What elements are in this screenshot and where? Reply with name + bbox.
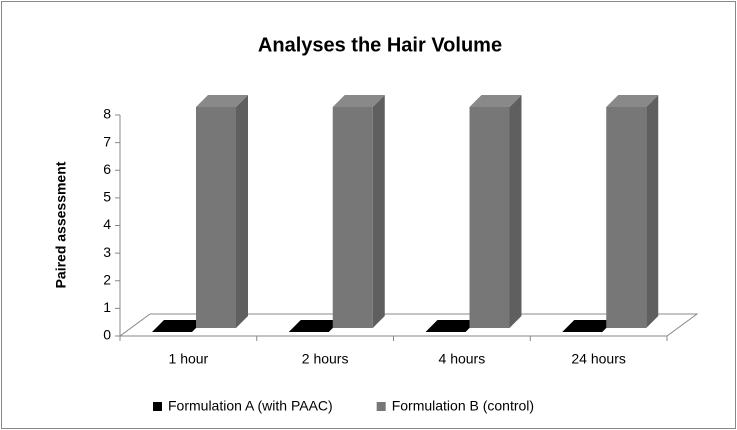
y-tick-label: 2 <box>103 271 111 287</box>
legend-swatch <box>376 402 386 411</box>
legend-label: Formulation B (control) <box>392 398 534 414</box>
legend-swatch <box>153 402 162 411</box>
legend-label: Formulation A (with PAAC) <box>168 398 333 414</box>
bar-top <box>152 320 204 332</box>
bar-side <box>509 95 522 328</box>
bar <box>469 107 510 328</box>
bar <box>332 107 373 328</box>
bar-top <box>425 320 478 332</box>
x-tick-label: 1 hour <box>169 351 209 367</box>
bar-top <box>332 95 385 107</box>
y-tick-label: 3 <box>103 244 111 260</box>
x-tick-label: 2 hours <box>302 351 349 367</box>
bar-side <box>236 95 248 328</box>
y-axis-label: Paired assessment <box>53 161 69 288</box>
y-tick-label: 6 <box>103 161 111 177</box>
bar-side <box>646 95 659 328</box>
bar-top <box>606 95 659 107</box>
bar <box>196 107 236 328</box>
y-tick-label: 4 <box>103 216 111 232</box>
y-tick-label: 5 <box>103 189 111 205</box>
x-tick-label: 4 hours <box>439 351 486 367</box>
bar-side <box>372 95 385 328</box>
bar-top <box>288 320 341 332</box>
y-tick-label: 0 <box>103 327 111 343</box>
y-tick-label: 7 <box>103 133 111 149</box>
bar-top <box>196 95 248 107</box>
x-tick-label: 24 hours <box>571 351 625 367</box>
bar <box>606 107 647 328</box>
chart-title: Analyses the Hair Volume <box>258 34 502 56</box>
y-tick-label: 8 <box>103 106 111 122</box>
y-tick-label: 1 <box>103 299 111 315</box>
bar-top <box>562 320 615 332</box>
bar-top <box>469 95 522 107</box>
